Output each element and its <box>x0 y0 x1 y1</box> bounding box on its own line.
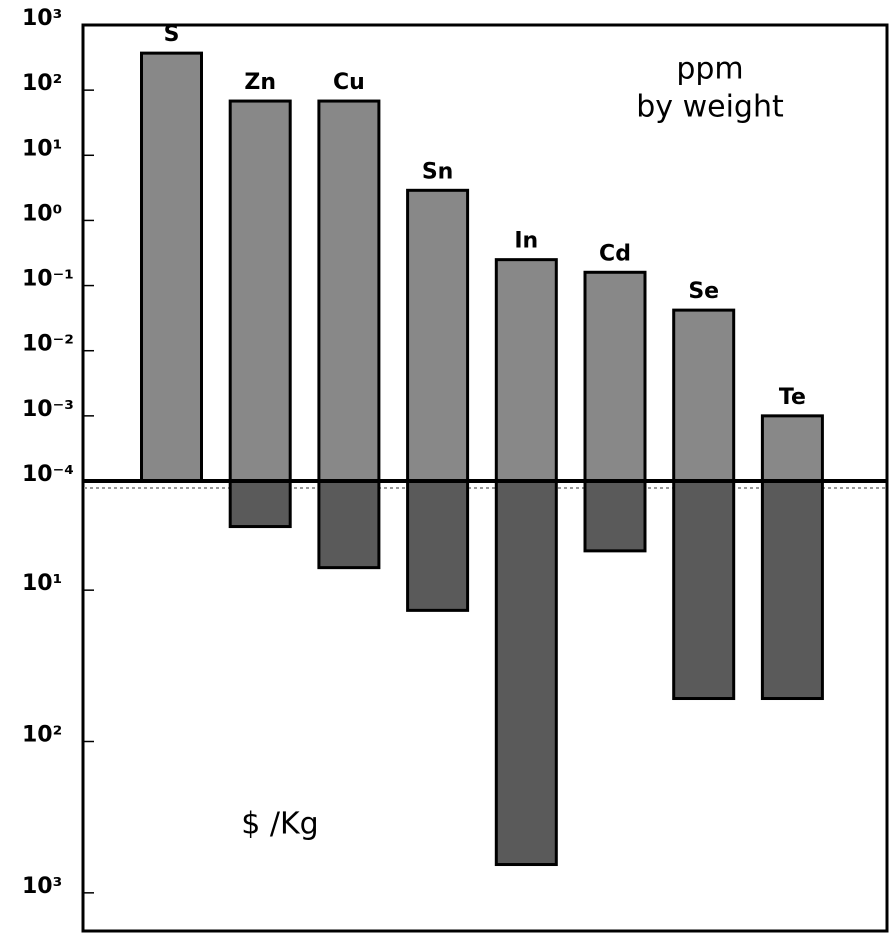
y-tick-label: 10⁰ <box>22 201 62 226</box>
bar <box>228 479 292 529</box>
y-tick-label: 10³ <box>22 6 62 31</box>
annotation: ppm <box>676 52 743 87</box>
bar <box>406 188 470 483</box>
bar <box>672 479 736 701</box>
bar <box>583 270 647 483</box>
bar <box>494 258 558 483</box>
y-tick-label: 10⁻⁴ <box>22 462 74 487</box>
category-label: Sn <box>422 159 454 184</box>
y-tick-label: 10³ <box>22 874 62 899</box>
bar <box>672 308 736 483</box>
y-tick-label: 10⁻² <box>22 332 74 357</box>
y-tick-label: 10⁻¹ <box>22 267 74 292</box>
category-label: Cu <box>333 70 365 95</box>
y-tick-label: 10² <box>22 722 62 747</box>
bar <box>760 414 824 483</box>
category-label: Se <box>688 279 719 304</box>
plot-frame <box>81 23 889 933</box>
category-label: In <box>514 229 538 254</box>
bar <box>317 479 381 570</box>
bar <box>228 99 292 483</box>
category-label: Cd <box>599 241 631 266</box>
bar <box>494 479 558 867</box>
y-tick-label: 10⁻³ <box>22 397 74 422</box>
bar <box>317 99 381 483</box>
category-label: Te <box>779 385 806 410</box>
bar <box>406 479 470 612</box>
annotation: by weight <box>636 90 784 125</box>
bar <box>140 51 203 483</box>
bar <box>760 479 824 701</box>
category-label: S <box>164 22 180 47</box>
category-label: Zn <box>244 70 276 95</box>
y-tick-label: 10¹ <box>22 136 62 161</box>
y-tick-label: 10² <box>22 71 62 96</box>
annotation: $ /Kg <box>241 807 318 842</box>
bar <box>583 479 647 553</box>
y-tick-label: 10¹ <box>22 571 62 596</box>
